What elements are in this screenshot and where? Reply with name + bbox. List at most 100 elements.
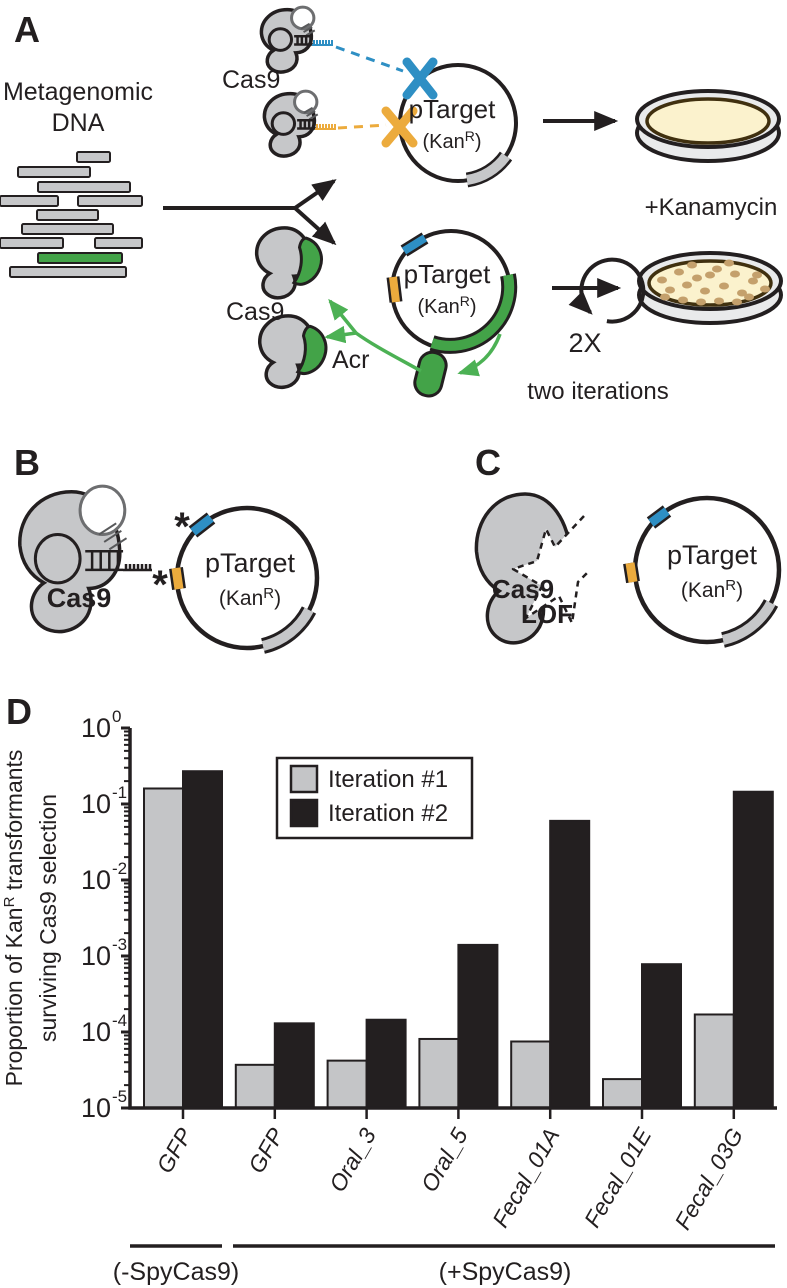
plasmid-backbone-arc-b (261, 607, 314, 651)
yellow-targeting-dashed-line (337, 123, 387, 130)
bar-iteration-1 (418, 1037, 460, 1109)
y-tick-label-base: 10 (81, 713, 111, 743)
lof-label: LOF (521, 599, 573, 629)
colonies (657, 259, 770, 306)
cas9-acr-complex-2 (260, 316, 326, 387)
y-tick-label-base: 10 (81, 865, 111, 895)
blue-protospacer (401, 234, 428, 255)
bar-iteration-1 (234, 1063, 276, 1110)
group-label-plus-spycas9: (+SpyCas9) (439, 1258, 572, 1286)
loop-2x-label: 2X (568, 328, 601, 358)
yellow-protospacer-b (171, 567, 184, 590)
y-tick-label-exponent: -2 (112, 859, 127, 878)
blue-cut-site-x-icon (402, 57, 438, 100)
ptarget-name-2: pTarget (404, 259, 491, 289)
acr-expression-arrows (324, 298, 502, 377)
x-category-label: Fecal_03G (669, 1124, 748, 1234)
mutation-asterisk-yellow: * (152, 563, 168, 607)
acr-gene-arc (430, 273, 515, 351)
cas9-rnp-top-1 (261, 7, 314, 72)
y-tick-label-exponent: -1 (112, 783, 127, 802)
panel-b: B Cas9 * * pTarget (KanR) (14, 442, 320, 654)
legend-label-iteration-2: Iteration #2 (328, 800, 448, 827)
metagenomic-dna-fragments (0, 151, 143, 278)
x-category-label: Fecal_01A (487, 1124, 565, 1232)
axis-lines (128, 728, 777, 1110)
y-axis-label-line1: Proportion of KanR transformants (1, 750, 27, 1087)
cas9-bottom-label: Cas9 (226, 298, 284, 326)
legend-swatch-iteration-2 (289, 798, 319, 828)
ptarget-kan-label-c: (KanR) (681, 577, 743, 602)
ptarget-name: pTarget (409, 94, 496, 124)
panel-a: A Metagenomic DNA Cas9 pTarget (KanR) (0, 0, 783, 405)
x-category-label: Fecal_01E (579, 1123, 657, 1232)
ptarget-plasmid-cut: pTarget (KanR) (381, 57, 518, 188)
blue-spacer-comb (312, 40, 333, 46)
metagenomic-dna-label-line1: Metagenomic (3, 78, 153, 106)
panel-a-label: A (14, 9, 40, 50)
cas9-label-b: Cas9 (47, 583, 112, 613)
ptarget-plasmid-c: pTarget (KanR) (623, 495, 782, 648)
bar-iteration-1 (143, 787, 184, 1110)
ptarget-plasmid-b: * * pTarget (KanR) (152, 505, 320, 654)
bar-iteration-1 (510, 1040, 552, 1109)
group-label-minus-spycas9: (-SpyCas9) (113, 1258, 239, 1286)
panel-d-label: D (6, 691, 32, 732)
cas9-top-label: Cas9 (222, 66, 280, 94)
cas9-label-c: Cas9 (492, 574, 554, 604)
ptarget-plasmid-protected: pTarget (KanR) (386, 229, 518, 354)
y-axis-label-line2: surviving Cas9 selection (35, 794, 61, 1042)
split-arrow (163, 179, 337, 246)
kanamycin-label: +Kanamycin (645, 194, 778, 221)
legend-swatch-iteration-1 (289, 764, 319, 794)
ptarget-kan-label-b: (KanR) (219, 585, 281, 610)
bar-iteration-2 (273, 1022, 315, 1109)
bar-iteration-2 (182, 770, 223, 1110)
cas9-acr-complex-1 (257, 228, 322, 298)
y-tick-label-exponent: -4 (112, 1011, 127, 1030)
ptarget-name-b: pTarget (205, 548, 296, 578)
blue-protospacer-b (190, 514, 214, 536)
acr-dna-fragment-green (37, 252, 123, 264)
cas9-rnp-top-2 (264, 91, 317, 156)
panel-d-chart: D Proportion of KanR transformants survi… (1, 691, 777, 1286)
y-tick-label-exponent: -3 (112, 935, 127, 954)
ptarget-kan-label: (KanR) (422, 128, 481, 153)
yellow-cut-site-x-icon (381, 106, 418, 148)
y-tick-label-base: 10 (81, 941, 111, 971)
bar-iteration-2 (457, 943, 499, 1109)
plasmid-backbone-arc-c (721, 600, 776, 645)
yellow-spacer-comb (315, 124, 336, 130)
plasmid-backbone-arc (466, 152, 511, 185)
y-tick-label-base: 10 (81, 789, 111, 819)
metagenomic-dna-label-line2: DNA (52, 109, 105, 137)
bar-iteration-2 (732, 790, 774, 1110)
mutation-asterisk-blue: * (174, 505, 190, 549)
acr-label: Acr (332, 346, 370, 374)
x-category-label: GFP (243, 1123, 289, 1178)
x-axis-group-annotations: (-SpyCas9) (+SpyCas9) (113, 1244, 775, 1286)
bar-iteration-1 (693, 1013, 735, 1109)
x-category-label: GFP (151, 1123, 197, 1178)
y-tick-label-base: 10 (81, 1093, 111, 1123)
lof-bite-mask (513, 516, 600, 623)
bar-iteration-2 (549, 819, 591, 1109)
legend-label-iteration-1: Iteration #1 (328, 766, 448, 793)
blue-targeting-dashed-line (335, 45, 404, 73)
blue-protospacer-c (648, 507, 670, 527)
bar-iteration-1 (602, 1078, 643, 1109)
panel-b-label: B (14, 442, 40, 483)
acr-protein-blob (413, 350, 448, 398)
petri-dish-colonies (637, 251, 783, 325)
bar-iteration-1 (326, 1059, 368, 1110)
y-tick-label-exponent: -5 (112, 1087, 127, 1106)
bar-iteration-2 (641, 963, 682, 1109)
target-dna-comb (123, 564, 152, 572)
ptarget-name-c: pTarget (667, 540, 758, 570)
x-category-label: Oral_3 (324, 1123, 381, 1196)
legend: Iteration #1 Iteration #2 (275, 756, 474, 840)
ptarget-kan-label-2: (KanR) (417, 293, 476, 318)
yellow-protospacer (389, 276, 400, 303)
y-tick-label-base: 10 (81, 1017, 111, 1047)
